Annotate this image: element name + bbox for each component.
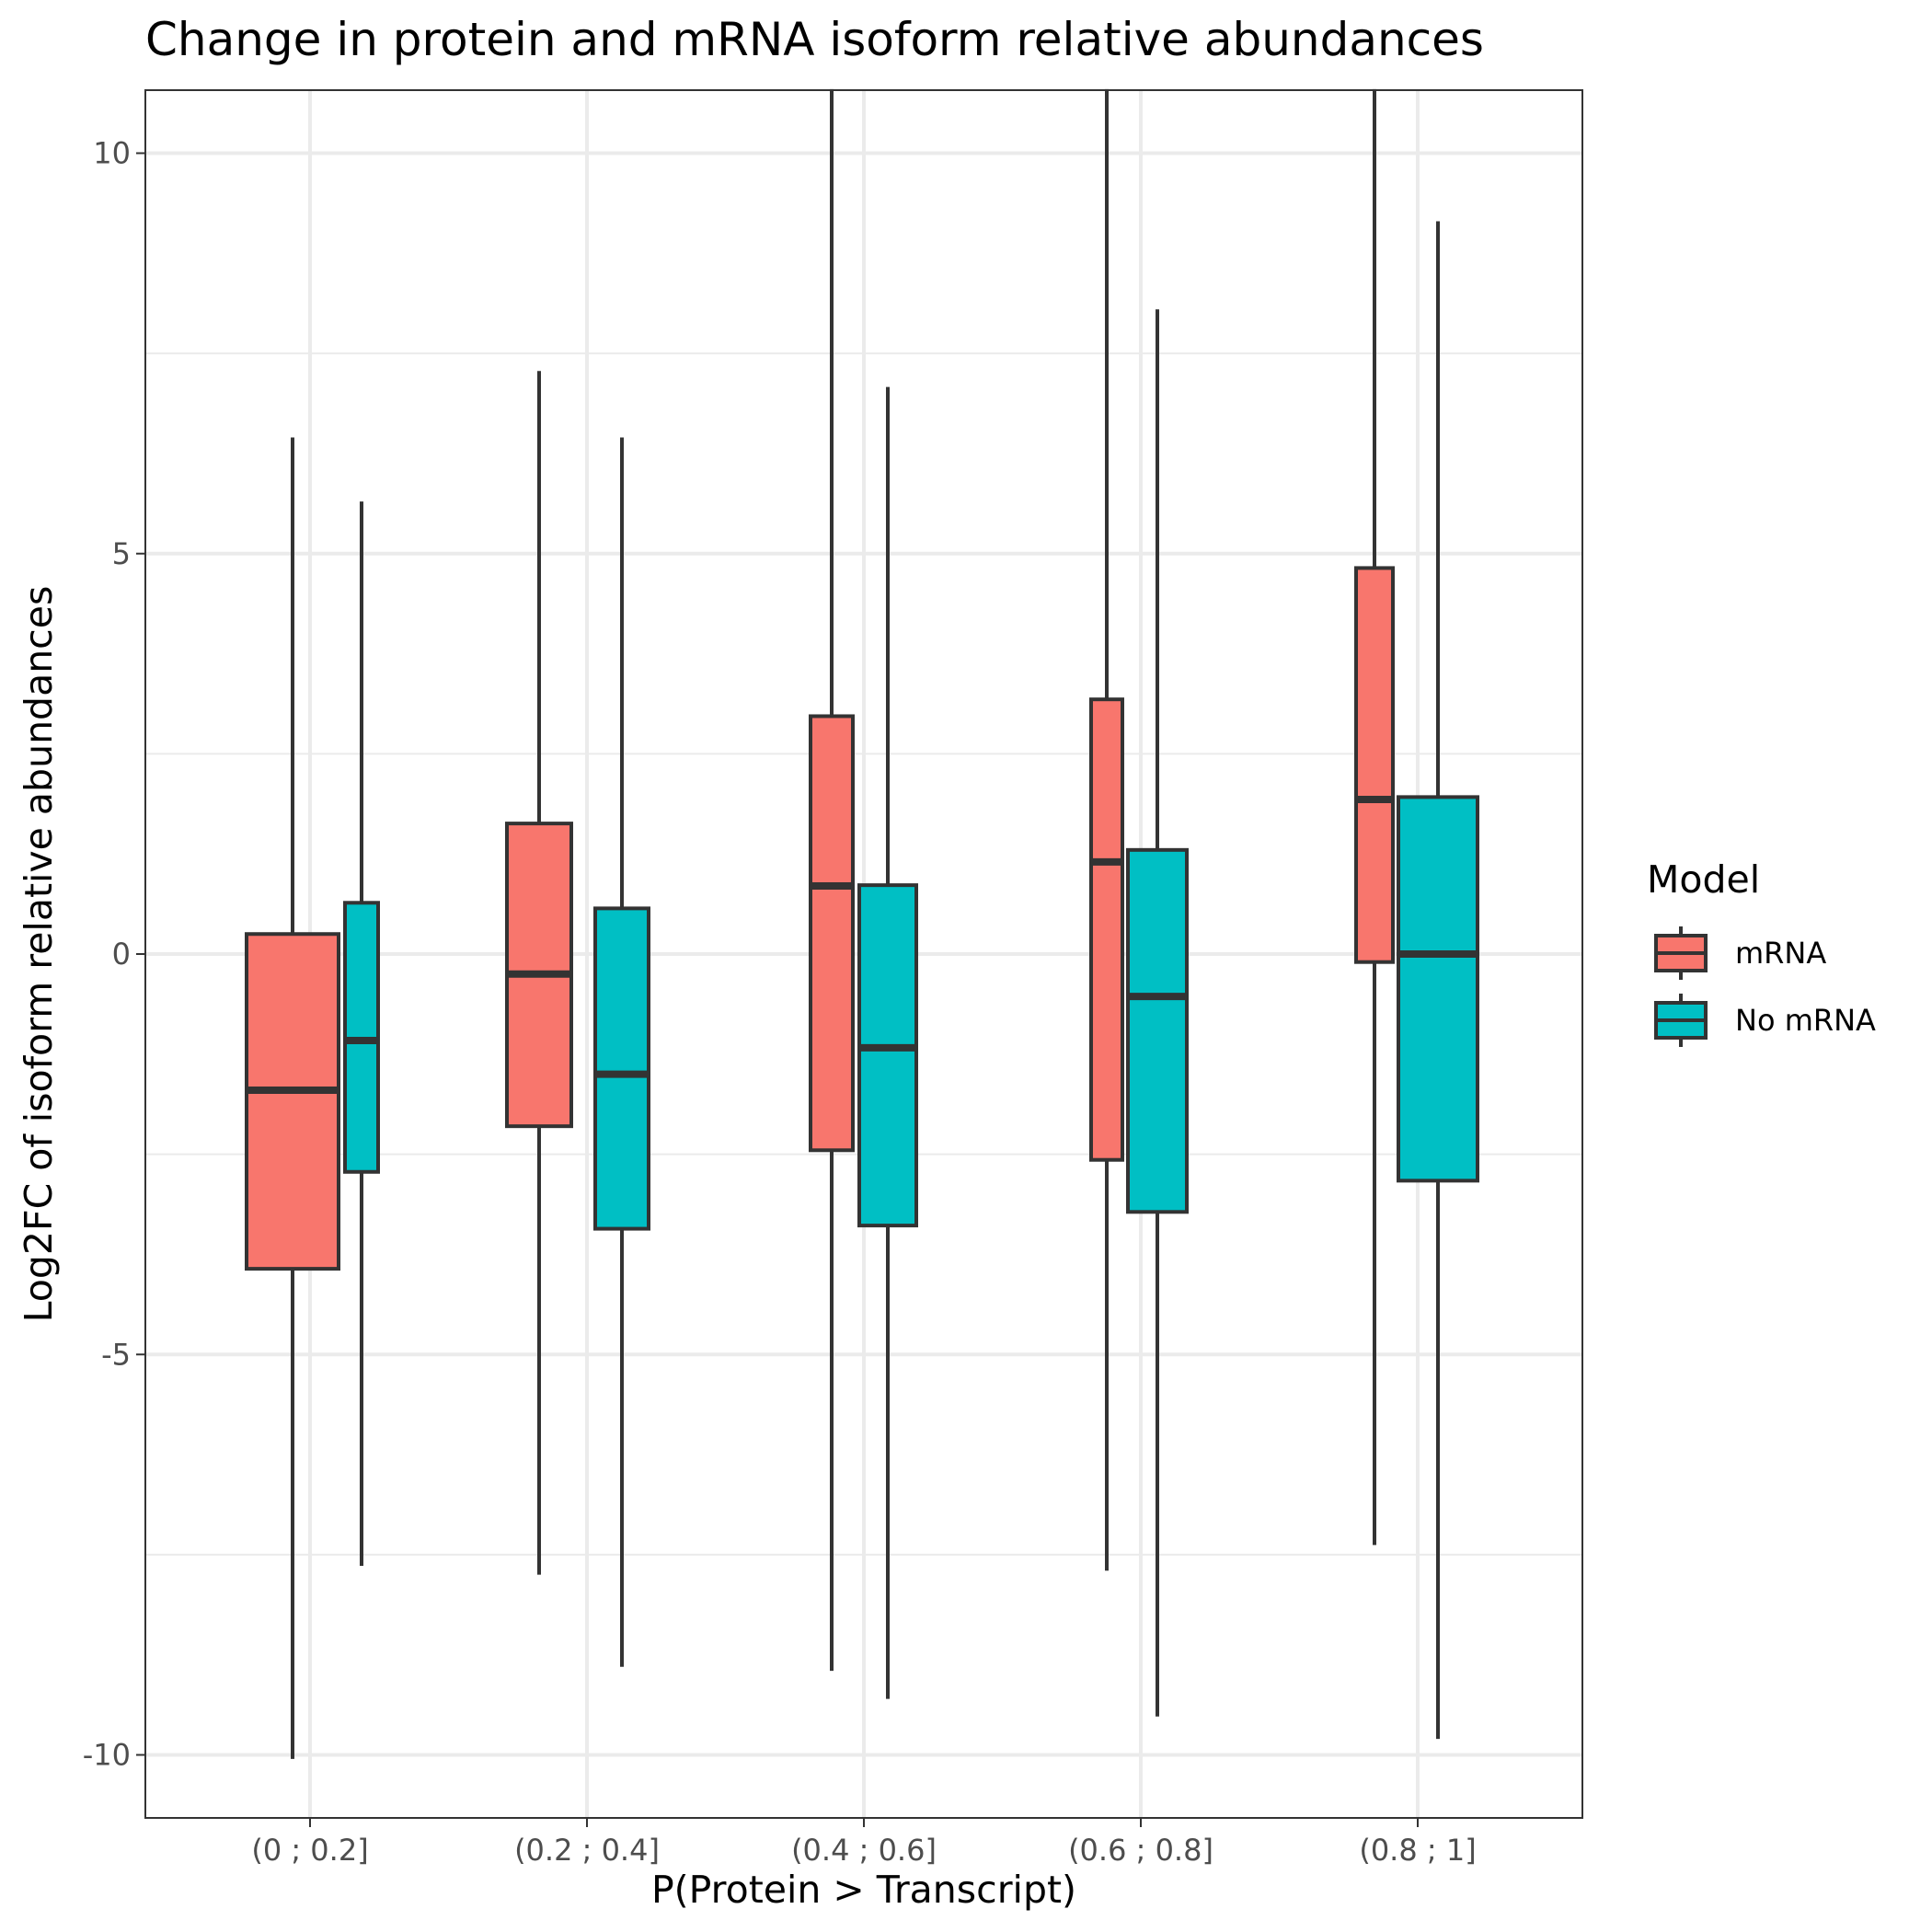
x-tick-label: (0.8 ; 1] [1359, 1833, 1476, 1868]
legend-key-no-mrna [1654, 994, 1708, 1047]
box-no-mrna [857, 386, 918, 1699]
x-tick-label: (0 ; 0.2] [251, 1833, 368, 1868]
chart-title: Change in protein and mRNA isoform relat… [145, 13, 1484, 66]
x-tick-label: (0.6 ; 0.8] [1068, 1833, 1213, 1868]
legend-label: No mRNA [1735, 1003, 1876, 1038]
box-mrna [245, 437, 340, 1759]
box-mrna [1354, 88, 1395, 1546]
y-tick-label: 0 [112, 937, 131, 972]
y-tick-label: -5 [101, 1337, 131, 1372]
box-iqr [1397, 795, 1479, 1183]
box-no-mrna [343, 501, 380, 1567]
y-tick-label: 10 [93, 136, 131, 171]
legend: Model mRNA No mRNA [1647, 857, 1876, 1047]
box-iqr [809, 714, 855, 1153]
x-tick-label: (0.2 ; 0.4] [514, 1833, 660, 1868]
box-iqr [1089, 697, 1124, 1162]
y-axis-title: Log2FC of isoform relative abundances [17, 586, 61, 1323]
box-no-mrna [1126, 309, 1189, 1717]
y-tick-label: -10 [83, 1738, 131, 1773]
box-iqr [1126, 847, 1189, 1214]
box-iqr [1354, 566, 1395, 964]
box-mrna [809, 88, 855, 1672]
box-iqr [593, 906, 650, 1231]
legend-key-mrna [1654, 926, 1708, 980]
box-no-mrna [593, 437, 650, 1667]
box-layer [245, 88, 1479, 1759]
legend-label: mRNA [1735, 936, 1826, 971]
y-tick-label: 5 [112, 536, 131, 571]
box-iqr [245, 932, 340, 1271]
plot-panel [144, 88, 1583, 1819]
box-no-mrna [1397, 221, 1479, 1740]
x-axis-title: P(Protein > Transcript) [651, 1868, 1076, 1912]
box-mrna [505, 371, 573, 1575]
x-tick-label: (0.4 ; 0.6] [791, 1833, 937, 1868]
legend-title: Model [1647, 857, 1760, 902]
y-axis: -10 -5 0 5 10 [83, 136, 145, 1773]
box-iqr [857, 883, 918, 1228]
x-axis: (0 ; 0.2] (0.2 ; 0.4] (0.4 ; 0.6] (0.6 ; 0.… [251, 1818, 1477, 1868]
box-mrna [1089, 88, 1124, 1571]
